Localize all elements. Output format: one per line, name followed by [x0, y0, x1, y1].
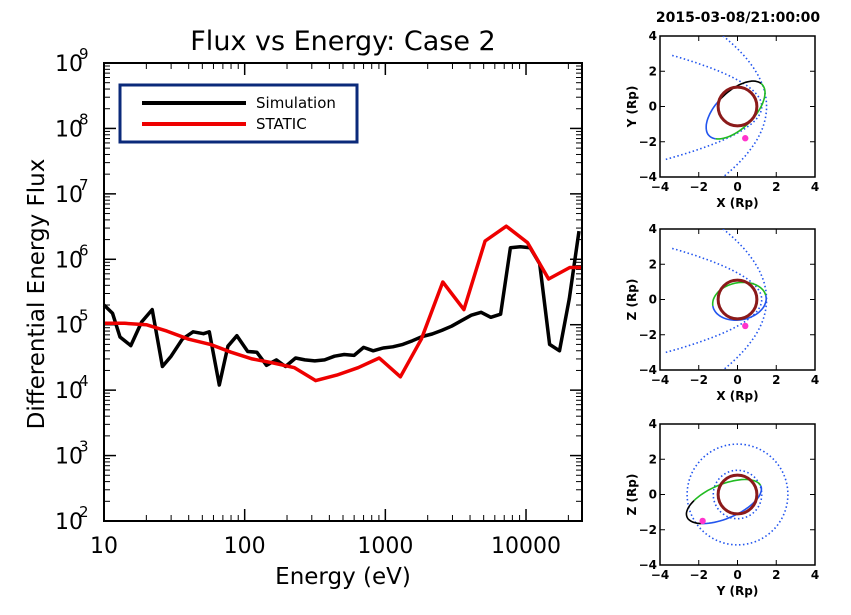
orbit-y-tick-label: 2: [649, 257, 657, 271]
orbit-y-tick-label: 4: [649, 417, 657, 431]
y-tick-label: 10: [55, 445, 83, 470]
legend-label-simulation: Simulation: [256, 94, 336, 112]
x-tick-label: 10: [90, 534, 118, 559]
orbit-x-tick-label: 2: [772, 180, 780, 194]
boundary-inner: [712, 469, 763, 520]
orbit-y-tick-label: −2: [639, 523, 657, 537]
series-line-static: [104, 224, 582, 383]
y-tick-exponent: 2: [79, 503, 89, 521]
orbit-y-tick-label: −4: [639, 558, 657, 572]
series-line-simulation: [102, 230, 581, 387]
orbit-x-tick-label: 0: [733, 568, 741, 582]
orbit-y-tick-label: 0: [649, 293, 657, 307]
orbit-timestamp: 2015-03-08/21:00:00: [656, 10, 821, 26]
orbit-x-tick-label: 4: [811, 373, 819, 387]
orbit-x-tick-label: 2: [772, 568, 780, 582]
y-tick-label: 10: [55, 379, 83, 404]
y-tick-exponent: 4: [79, 372, 89, 390]
y-tick-label: 10: [55, 52, 83, 77]
y-tick-label: 10: [55, 248, 83, 273]
legend-box: [118, 83, 359, 144]
planet-circle: [716, 85, 759, 128]
orbit-panel-xy: −4 −2 0 2 4 −4 −2 0 2 4 X (Rp) Y (Rp): [625, 29, 819, 210]
orbit-x-tick-label: −4: [651, 180, 669, 194]
orbit-track-black: [685, 499, 702, 525]
orbit-ylabel: Z (Rp): [625, 474, 639, 516]
y-tick-exponent: 8: [79, 110, 89, 128]
orbit-y-tick-label: 0: [649, 100, 657, 114]
y-tick-exponent: 5: [79, 307, 89, 325]
orbit-xlabel: X (Rp): [716, 389, 758, 403]
spacecraft-marker: [699, 517, 706, 525]
y-tick-exponent: 3: [79, 438, 89, 456]
orbit-ylabel: Y (Rp): [625, 86, 639, 129]
orbit-panel-frame: [659, 423, 816, 566]
boundary-inner: [665, 54, 763, 161]
main-plot-frame: [103, 62, 583, 522]
main-plot-area: [102, 224, 582, 387]
main-chart-xlabel: Energy (eV): [275, 564, 411, 590]
orbit-x-tick-label: 2: [772, 373, 780, 387]
legend: Simulation STATIC: [118, 83, 359, 144]
y-tick-exponent: 7: [79, 176, 89, 194]
orbit-x-tick-label: 0: [733, 180, 741, 194]
legend-label-static: STATIC: [256, 115, 307, 133]
orbit-y-tick-label: −4: [639, 363, 657, 377]
y-tick-exponent: 6: [79, 241, 89, 259]
orbit-plot-area: [665, 229, 768, 370]
x-tick-label: 100: [224, 534, 266, 559]
orbit-ylabel: Z (Rp): [625, 279, 639, 321]
orbit-xlabel: X (Rp): [716, 196, 758, 210]
orbit-panel-frame: [659, 228, 816, 371]
planet-circle: [716, 278, 759, 321]
orbit-xlabel: Y (Rp): [716, 584, 759, 598]
orbit-x-tick-label: −4: [651, 373, 669, 387]
orbit-panel-xz: −4 −2 0 2 4 −4 −2 0 2 4 X (Rp) Z (Rp): [625, 222, 819, 403]
y-tick-label: 10: [55, 117, 83, 142]
orbit-track-green: [711, 281, 767, 306]
spacecraft-marker: [742, 322, 749, 330]
orbit-y-tick-label: 4: [649, 222, 657, 236]
orbit-y-tick-label: 2: [649, 452, 657, 466]
x-tick-label: 10000: [491, 534, 561, 559]
orbit-plot-area: [665, 36, 768, 177]
main-chart-ylabel: Differential Energy Flux: [24, 159, 50, 430]
orbit-x-tick-label: −4: [651, 568, 669, 582]
y-tick-label: 10: [55, 510, 83, 535]
orbit-track-green: [693, 478, 762, 502]
orbit-panel-frame: [659, 35, 816, 178]
orbit-track-black: [718, 80, 762, 102]
orbit-x-tick-label: 4: [811, 568, 819, 582]
spacecraft-marker: [742, 135, 749, 142]
orbit-y-tick-label: −4: [639, 170, 657, 184]
x-tick-label: 1000: [357, 534, 413, 559]
y-tick-label: 10: [55, 183, 83, 208]
orbit-x-tick-label: −2: [690, 373, 708, 387]
orbit-track-blue: [701, 485, 763, 525]
orbit-x-tick-label: 0: [733, 373, 741, 387]
planet-circle: [716, 473, 759, 516]
boundary-inner: [665, 247, 763, 354]
orbit-y-tick-label: 4: [649, 29, 657, 43]
main-chart-title: Flux vs Energy: Case 2: [190, 26, 495, 57]
orbit-panel-yz: −4 −2 0 2 4 −4 −2 0 2 4 Y (Rp) Z (Rp): [625, 417, 819, 598]
main-x-axis: 10 100 1000 10000: [90, 63, 569, 559]
orbit-plot-area: [685, 443, 789, 546]
orbit-y-tick-label: −2: [639, 135, 657, 149]
main-chart: Flux vs Energy: Case 2 Differential Ener…: [24, 26, 583, 590]
orbit-x-tick-label: −2: [690, 180, 708, 194]
orbit-y-tick-label: −2: [639, 328, 657, 342]
orbit-x-tick-label: −2: [690, 568, 708, 582]
orbit-x-tick-label: 4: [811, 180, 819, 194]
orbit-track-blue: [705, 99, 720, 140]
orbit-y-tick-label: 2: [649, 64, 657, 78]
bow-shock-outer: [686, 443, 789, 546]
y-tick-exponent: 9: [79, 45, 89, 63]
y-tick-label: 10: [55, 314, 83, 339]
orbit-y-tick-label: 0: [649, 488, 657, 502]
